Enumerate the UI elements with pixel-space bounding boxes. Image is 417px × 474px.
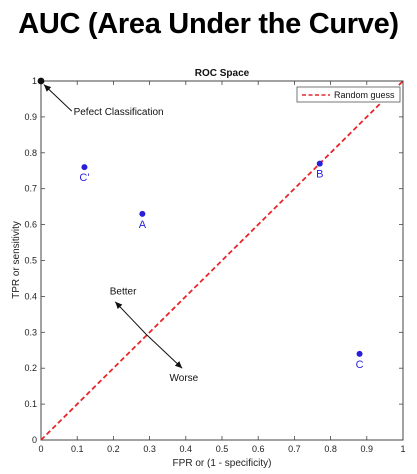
x-axis-label: FPR or (1 - specificity): [173, 458, 272, 469]
annotation-better: Better: [110, 287, 137, 298]
perfect-classification-arrow-head: [43, 84, 52, 92]
worse-arrow: [145, 333, 183, 369]
x-tick-label: 0.9: [361, 444, 374, 454]
legend-box: [296, 86, 401, 103]
x-tick-label: 0.3: [143, 444, 156, 454]
roc-point-label: C': [79, 172, 89, 184]
y-tick-label: 0: [32, 435, 37, 445]
x-tick-label: 1: [400, 444, 405, 454]
x-tick-label: 0.7: [288, 444, 301, 454]
x-tick-label: 0.1: [71, 444, 84, 454]
roc-point-c: [356, 350, 363, 357]
x-tick-label: 0.5: [216, 444, 229, 454]
y-tick-label: 0.7: [24, 184, 37, 194]
y-tick-label: 1: [32, 76, 37, 86]
y-tick-label: 0.3: [24, 327, 37, 337]
annotation-arrows: [43, 84, 183, 369]
roc-point-perfect: [37, 77, 45, 85]
random-guess-line: [40, 80, 404, 441]
random-guess-diagonal: [40, 80, 404, 441]
roc-point-label: A: [139, 219, 147, 231]
axis-ticks: 0 0.1 0.2 0.3 0.4 0.5 0.6 0.7 0.8 0.9 1 0 0.1 0.2 0.3 0…: [24, 76, 405, 454]
y-tick-label: 0.1: [24, 399, 37, 409]
y-tick-label: 0.9: [24, 112, 37, 122]
y-tick-label: 0.4: [24, 291, 37, 301]
chart-title: ROC Space: [195, 68, 250, 79]
better-arrow: [114, 301, 147, 335]
legend-entry-random-guess: Random guess: [334, 90, 395, 100]
roc-point-b: [316, 160, 323, 167]
y-tick-label: 0.2: [24, 363, 37, 373]
page-headline: AUC (Area Under the Curve): [18, 8, 399, 40]
y-tick-label: 0.8: [24, 148, 37, 158]
y-tick-label: 0.6: [24, 220, 37, 230]
worse-arrow-head: [174, 361, 183, 369]
x-tick-label: 0.4: [180, 444, 193, 454]
annotation-pefect-classification: Pefect Classification: [74, 107, 164, 118]
y-axis-label: TPR or sensitivity: [11, 221, 22, 299]
roc-point-cprime: [81, 164, 88, 171]
roc-points: C' A B C: [37, 77, 364, 371]
annotations: Pefect Classification Better Worse: [74, 107, 199, 384]
better-arrow-head: [115, 301, 123, 310]
x-tick-label: 0.2: [107, 444, 120, 454]
roc-point-a: [139, 210, 146, 217]
legend: Random guess: [296, 86, 401, 103]
x-tick-label: 0.8: [324, 444, 337, 454]
roc-point-label: C: [356, 359, 364, 371]
roc-point-label: B: [316, 169, 323, 181]
y-tick-label: 0.5: [24, 256, 37, 266]
x-tick-label: 0: [38, 444, 43, 454]
annotation-worse: Worse: [170, 373, 199, 384]
x-tick-label: 0.6: [252, 444, 265, 454]
